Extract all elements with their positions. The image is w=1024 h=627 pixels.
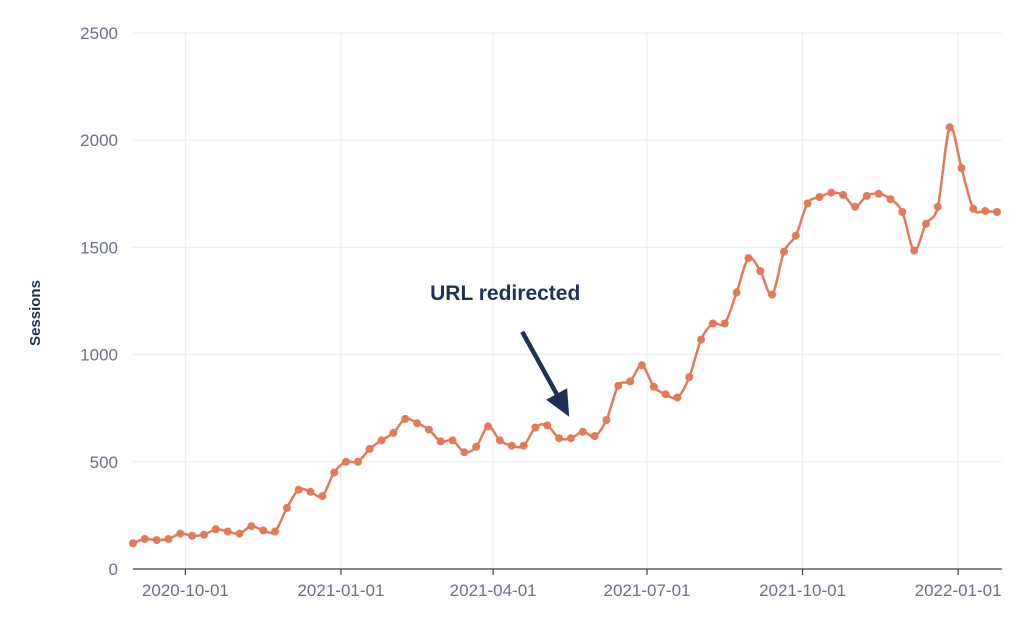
data-point xyxy=(933,202,942,211)
x-tick-label: 2021-10-01 xyxy=(759,581,846,600)
data-point xyxy=(732,288,741,297)
x-tick-label: 2022-01-01 xyxy=(915,581,1002,600)
data-point xyxy=(235,529,244,538)
data-point xyxy=(294,485,303,494)
data-point xyxy=(969,204,978,213)
data-point xyxy=(484,422,493,431)
data-point xyxy=(590,432,599,441)
data-point xyxy=(377,436,386,445)
y-tick-label: 2500 xyxy=(80,24,118,43)
data-point xyxy=(697,335,706,344)
data-point xyxy=(330,468,339,477)
data-point xyxy=(342,457,350,466)
data-point xyxy=(862,191,871,200)
data-point xyxy=(164,535,173,543)
data-point xyxy=(401,414,410,423)
data-point xyxy=(661,390,670,399)
x-tick-label: 2021-07-01 xyxy=(604,581,691,600)
data-point xyxy=(211,525,220,534)
data-point xyxy=(744,254,753,263)
data-point xyxy=(874,189,883,198)
data-point xyxy=(768,290,777,299)
data-point xyxy=(495,436,504,445)
data-point xyxy=(365,444,374,453)
data-point xyxy=(720,319,729,328)
data-point xyxy=(851,202,859,211)
series-line xyxy=(132,125,998,545)
data-point xyxy=(436,437,445,446)
data-point xyxy=(188,531,197,540)
data-point xyxy=(200,530,208,539)
data-point xyxy=(555,434,564,443)
data-point xyxy=(922,219,930,228)
data-point xyxy=(886,195,895,204)
data-point xyxy=(993,208,1001,216)
data-point xyxy=(176,529,185,538)
data-point xyxy=(259,526,268,535)
data-point xyxy=(637,361,646,370)
data-point xyxy=(626,377,635,386)
data-point xyxy=(353,457,362,466)
annotation-arrow-shaft xyxy=(520,330,560,397)
annotation-arrow-head xyxy=(546,388,570,417)
data-point xyxy=(472,442,481,451)
data-point xyxy=(602,416,611,424)
data-point xyxy=(424,425,433,434)
data-point xyxy=(519,441,528,450)
data-point xyxy=(649,382,658,391)
data-point xyxy=(685,373,694,382)
data-points xyxy=(129,123,1001,548)
annotation-label: URL redirected xyxy=(430,282,580,305)
y-tick-label: 1000 xyxy=(80,346,118,365)
annotation-arrow xyxy=(520,330,570,417)
data-point xyxy=(791,231,800,240)
data-point xyxy=(460,448,469,457)
data-point xyxy=(223,527,232,536)
y-axis: 0 500 1000 1500 2000 2500 xyxy=(80,24,118,579)
data-point xyxy=(531,423,540,432)
data-point xyxy=(318,492,327,501)
x-axis: 2020-10-01 2021-01-01 2021-04-01 2021-07-01… xyxy=(142,569,1002,600)
data-point xyxy=(945,123,954,132)
x-tick-label: 2021-04-01 xyxy=(450,581,537,600)
data-point xyxy=(910,246,919,255)
data-point xyxy=(152,536,161,545)
data-point xyxy=(803,199,812,208)
data-point xyxy=(839,190,848,199)
data-point xyxy=(140,535,149,543)
x-tick-label: 2020-10-01 xyxy=(142,581,229,600)
x-tick-label: 2021-01-01 xyxy=(297,581,384,600)
data-point xyxy=(543,421,552,430)
data-point xyxy=(413,419,422,428)
data-point xyxy=(129,539,137,548)
data-point xyxy=(981,207,990,215)
y-tick-label: 500 xyxy=(90,453,118,472)
data-point xyxy=(898,208,907,216)
data-point xyxy=(708,319,717,328)
y-tick-label: 0 xyxy=(109,560,118,579)
data-point xyxy=(756,267,765,275)
y-axis-label: Sessions xyxy=(27,280,44,346)
data-point xyxy=(306,487,315,496)
y-tick-label: 2000 xyxy=(80,131,118,150)
data-point xyxy=(282,503,291,512)
data-point xyxy=(389,428,398,437)
data-point xyxy=(673,393,682,402)
data-point xyxy=(578,427,587,436)
data-point xyxy=(566,434,575,443)
data-point xyxy=(957,164,966,173)
data-point xyxy=(507,441,516,450)
data-point xyxy=(247,522,256,531)
grid xyxy=(133,32,1002,569)
data-point xyxy=(271,527,279,536)
y-tick-label: 1500 xyxy=(80,238,118,257)
data-point xyxy=(448,436,457,445)
data-point xyxy=(827,188,836,197)
data-point xyxy=(815,193,824,201)
data-point xyxy=(614,381,623,390)
data-point xyxy=(780,247,788,256)
